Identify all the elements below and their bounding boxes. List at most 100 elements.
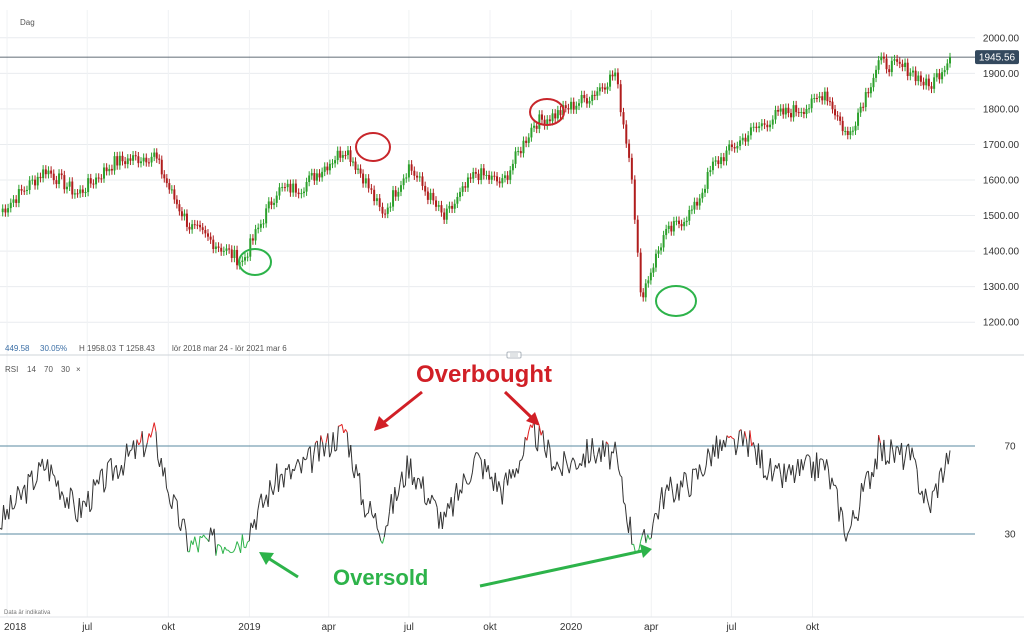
candle-body (731, 144, 733, 147)
rsi-segment (499, 481, 501, 488)
rsi-header[interactable]: RSI 14 70 30 × (5, 365, 81, 374)
candle-body (640, 253, 642, 293)
rsi-segment (485, 459, 487, 472)
panel-resize-handle[interactable] (507, 352, 521, 358)
candle-body (207, 233, 209, 236)
rsi-segment (289, 464, 291, 479)
candle-body (405, 177, 407, 178)
candle-body (844, 131, 846, 132)
rsi-segment (81, 501, 83, 518)
candle-body (893, 59, 895, 61)
candle-body (470, 177, 472, 178)
candle-body (785, 108, 787, 115)
rsi-segment (849, 525, 851, 530)
time-tick-label: jul (81, 622, 92, 633)
candle-body (316, 173, 318, 180)
candle-body (581, 95, 583, 103)
rsi-segment (307, 449, 309, 459)
candle-body (186, 214, 188, 227)
candle-body (578, 103, 580, 106)
rsi-segment (165, 468, 167, 489)
rsi-segment (844, 534, 846, 542)
rsi-segment (732, 438, 734, 439)
rsi-segment (623, 502, 625, 504)
price-tick-label: 1600.00 (983, 176, 1020, 187)
rsi-segment (546, 440, 548, 458)
candle-body (168, 183, 170, 189)
rsi-segment (603, 440, 605, 456)
rsi-segment (716, 436, 718, 459)
price-gridlines (0, 10, 975, 617)
rsi-segment (784, 464, 786, 482)
candle-body (427, 192, 429, 200)
candle-body (509, 170, 511, 180)
candle-body (39, 177, 41, 178)
candle-body (596, 91, 598, 96)
rsi-segment (699, 464, 701, 471)
candle-body (262, 223, 264, 224)
rsi-segment (74, 505, 76, 519)
rsi-segment (53, 474, 55, 476)
price-candles (2, 52, 951, 301)
rsi-segment (221, 547, 223, 554)
candle-body (295, 184, 297, 193)
rsi-segment (469, 481, 471, 484)
rsi-segment (884, 440, 886, 465)
rsi-segment (456, 483, 458, 500)
candle-body (171, 189, 173, 190)
rsi-segment (263, 502, 265, 508)
rsi-segment (324, 443, 326, 456)
rsi-segment (748, 430, 750, 456)
candle-body (915, 71, 917, 81)
rsi-segment (594, 455, 596, 464)
candle-body (298, 193, 300, 194)
candle-body (21, 189, 23, 191)
time-tick-label: jul (403, 622, 414, 633)
candle-body (247, 257, 249, 258)
rsi-close-icon[interactable]: × (76, 365, 81, 374)
candle-body (854, 126, 856, 131)
candle-body (2, 209, 4, 213)
candle-body (782, 108, 784, 114)
rsi-segment (630, 517, 632, 545)
footnote: Data är indikativa (4, 610, 51, 616)
candle-body (106, 167, 108, 171)
candle-body (443, 212, 445, 219)
rsi-segment (758, 443, 760, 468)
candle-body (609, 75, 611, 87)
rsi-segment (63, 496, 65, 508)
candle-body (55, 180, 57, 184)
rsi-segment (948, 450, 950, 464)
rsi-segment (575, 461, 577, 470)
rsi-segment (312, 455, 314, 473)
rsi-segment (273, 485, 275, 495)
candle-body (100, 178, 102, 179)
rsi-segment (805, 455, 807, 461)
rsi-segment (527, 431, 529, 440)
last-price-value: 1945.56 (979, 53, 1016, 64)
candle-body (121, 156, 123, 161)
candle-body (787, 108, 789, 113)
rsi-segment (698, 464, 700, 479)
rsi-segment (465, 479, 467, 484)
stat-change: 449.58 (5, 344, 30, 353)
candle-body (798, 112, 800, 113)
rsi-segment (494, 473, 496, 491)
candle-body (103, 167, 105, 178)
candle-body (777, 110, 779, 112)
candle-body (657, 250, 659, 253)
rsi-segment (298, 459, 300, 464)
candle-body (536, 126, 538, 129)
rsi-segment (434, 499, 436, 501)
candle-body (928, 79, 930, 87)
rsi-tick-label: 70 (1004, 442, 1016, 453)
rsi-segment (395, 487, 397, 501)
candle-body (668, 226, 670, 229)
candle-body (601, 87, 603, 88)
candle-body (233, 250, 235, 258)
candle-body (416, 176, 418, 178)
rsi-segment (848, 530, 850, 533)
timeframe-label[interactable]: Dag (20, 18, 35, 27)
rsi-segment (943, 470, 945, 482)
